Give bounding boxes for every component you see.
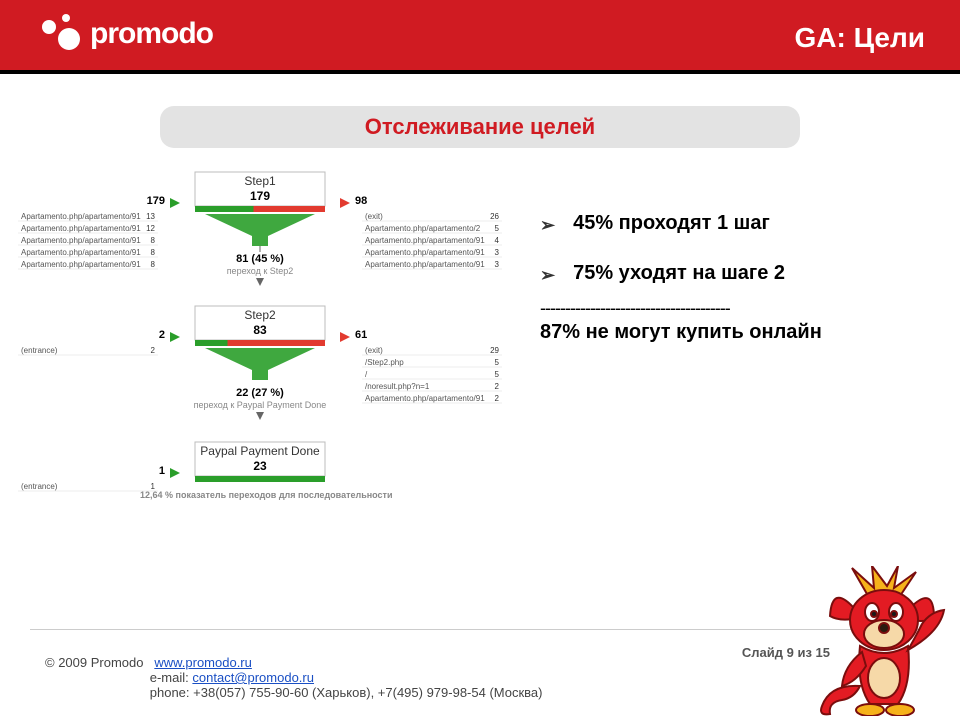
copyright: © 2009 Promodo: [45, 655, 143, 670]
svg-text:2: 2: [495, 382, 500, 391]
svg-text:Apartamento.php/apartamento/2: Apartamento.php/apartamento/2: [365, 224, 481, 233]
svg-text:/noresult.php?n=1: /noresult.php?n=1: [365, 382, 430, 391]
svg-text:179: 179: [147, 195, 165, 207]
brand-logo: promodo: [40, 14, 213, 54]
svg-text:23: 23: [253, 459, 267, 473]
svg-text:2: 2: [159, 329, 165, 341]
svg-text:(entrance): (entrance): [21, 346, 58, 355]
svg-text:Step2: Step2: [244, 308, 276, 322]
svg-text:Apartamento.php/apartamento/91: Apartamento.php/apartamento/91: [365, 260, 485, 269]
phone-label: phone:: [150, 685, 190, 700]
svg-text:13: 13: [146, 212, 155, 221]
funnel-diagram: Step117917998Apartamento.php/apartamento…: [10, 166, 520, 601]
svg-text:5: 5: [495, 358, 500, 367]
email-label: e-mail:: [150, 670, 189, 685]
slide-title: GA: Цели: [795, 22, 925, 54]
svg-text:Apartamento.php/apartamento/91: Apartamento.php/apartamento/91: [21, 260, 141, 269]
section-pill: Отслеживание целей: [160, 106, 800, 148]
site-link[interactable]: www.promodo.ru: [154, 655, 252, 670]
svg-text:83: 83: [253, 323, 267, 337]
bullets: ➢ 45% проходят 1 шаг ➢ 75% уходят на шаг…: [520, 166, 930, 601]
svg-text:(exit): (exit): [365, 212, 383, 221]
svg-text:12,64 % показатель переходов д: 12,64 % показатель переходов для последо…: [140, 490, 393, 500]
bullet-item: ➢ 75% уходят на шаге 2: [540, 262, 930, 288]
svg-text:Apartamento.php/apartamento/91: Apartamento.php/apartamento/91: [21, 212, 141, 221]
bullet-text: 75% уходят на шаге 2: [573, 262, 785, 285]
svg-text:Apartamento.php/apartamento/91: Apartamento.php/apartamento/91: [21, 236, 141, 245]
chevron-icon: ➢: [540, 262, 555, 288]
footer-rule: [30, 629, 930, 630]
svg-text:5: 5: [495, 370, 500, 379]
header-underline: [0, 70, 960, 74]
bullet-conclusion: 87% не могут купить онлайн: [540, 321, 930, 344]
svg-text:81 (45 %): 81 (45 %): [236, 253, 284, 265]
svg-text:8: 8: [151, 260, 156, 269]
svg-text:Apartamento.php/apartamento/91: Apartamento.php/apartamento/91: [21, 224, 141, 233]
svg-text:переход к Paypal Payment Done: переход к Paypal Payment Done: [194, 400, 327, 410]
svg-text:Apartamento.php/apartamento/91: Apartamento.php/apartamento/91: [21, 248, 141, 257]
svg-text:29: 29: [490, 346, 499, 355]
svg-text:26: 26: [490, 212, 499, 221]
svg-text:Step1: Step1: [244, 174, 276, 188]
svg-text:3: 3: [495, 260, 500, 269]
svg-text:Paypal Payment Done: Paypal Payment Done: [200, 444, 320, 458]
logo-bubbles-icon: [40, 14, 90, 54]
chevron-icon: ➢: [540, 212, 555, 238]
brand-name: promodo: [90, 17, 213, 51]
svg-text:Apartamento.php/apartamento/91: Apartamento.php/apartamento/91: [365, 248, 485, 257]
svg-text:2: 2: [495, 394, 500, 403]
svg-text:179: 179: [250, 189, 270, 203]
svg-text:1: 1: [159, 465, 165, 477]
phone-text: +38(057) 755-90-60 (Харьков), +7(495) 97…: [193, 685, 542, 700]
svg-text:3: 3: [495, 248, 500, 257]
footer-text: © 2009 Promodo www.promodo.ru e-mail: co…: [45, 655, 543, 700]
svg-text:5: 5: [495, 224, 500, 233]
bullet-item: ➢ 45% проходят 1 шаг: [540, 212, 930, 238]
mascot-icon: [812, 566, 952, 716]
svg-text:Apartamento.php/apartamento/91: Apartamento.php/apartamento/91: [365, 236, 485, 245]
svg-text:(exit): (exit): [365, 346, 383, 355]
bullet-text: 45% проходят 1 шаг: [573, 212, 770, 235]
bullet-divider: --------------------------------------: [540, 298, 930, 319]
svg-text:8: 8: [151, 236, 156, 245]
email-link[interactable]: contact@promodo.ru: [192, 670, 314, 685]
svg-text:12: 12: [146, 224, 155, 233]
svg-text:61: 61: [355, 329, 367, 341]
svg-text:4: 4: [495, 236, 500, 245]
svg-text:22 (27 %): 22 (27 %): [236, 387, 284, 399]
svg-text:переход к Step2: переход к Step2: [227, 266, 294, 276]
svg-text:/: /: [365, 370, 368, 379]
svg-text:(entrance): (entrance): [21, 482, 58, 491]
svg-text:/Step2.php: /Step2.php: [365, 358, 404, 367]
header-bar: promodo GA: Цели: [0, 0, 960, 70]
svg-text:2: 2: [151, 346, 156, 355]
svg-text:8: 8: [151, 248, 156, 257]
svg-text:98: 98: [355, 195, 367, 207]
funnel-svg: Step117917998Apartamento.php/apartamento…: [10, 166, 510, 596]
svg-text:Apartamento.php/apartamento/91: Apartamento.php/apartamento/91: [365, 394, 485, 403]
